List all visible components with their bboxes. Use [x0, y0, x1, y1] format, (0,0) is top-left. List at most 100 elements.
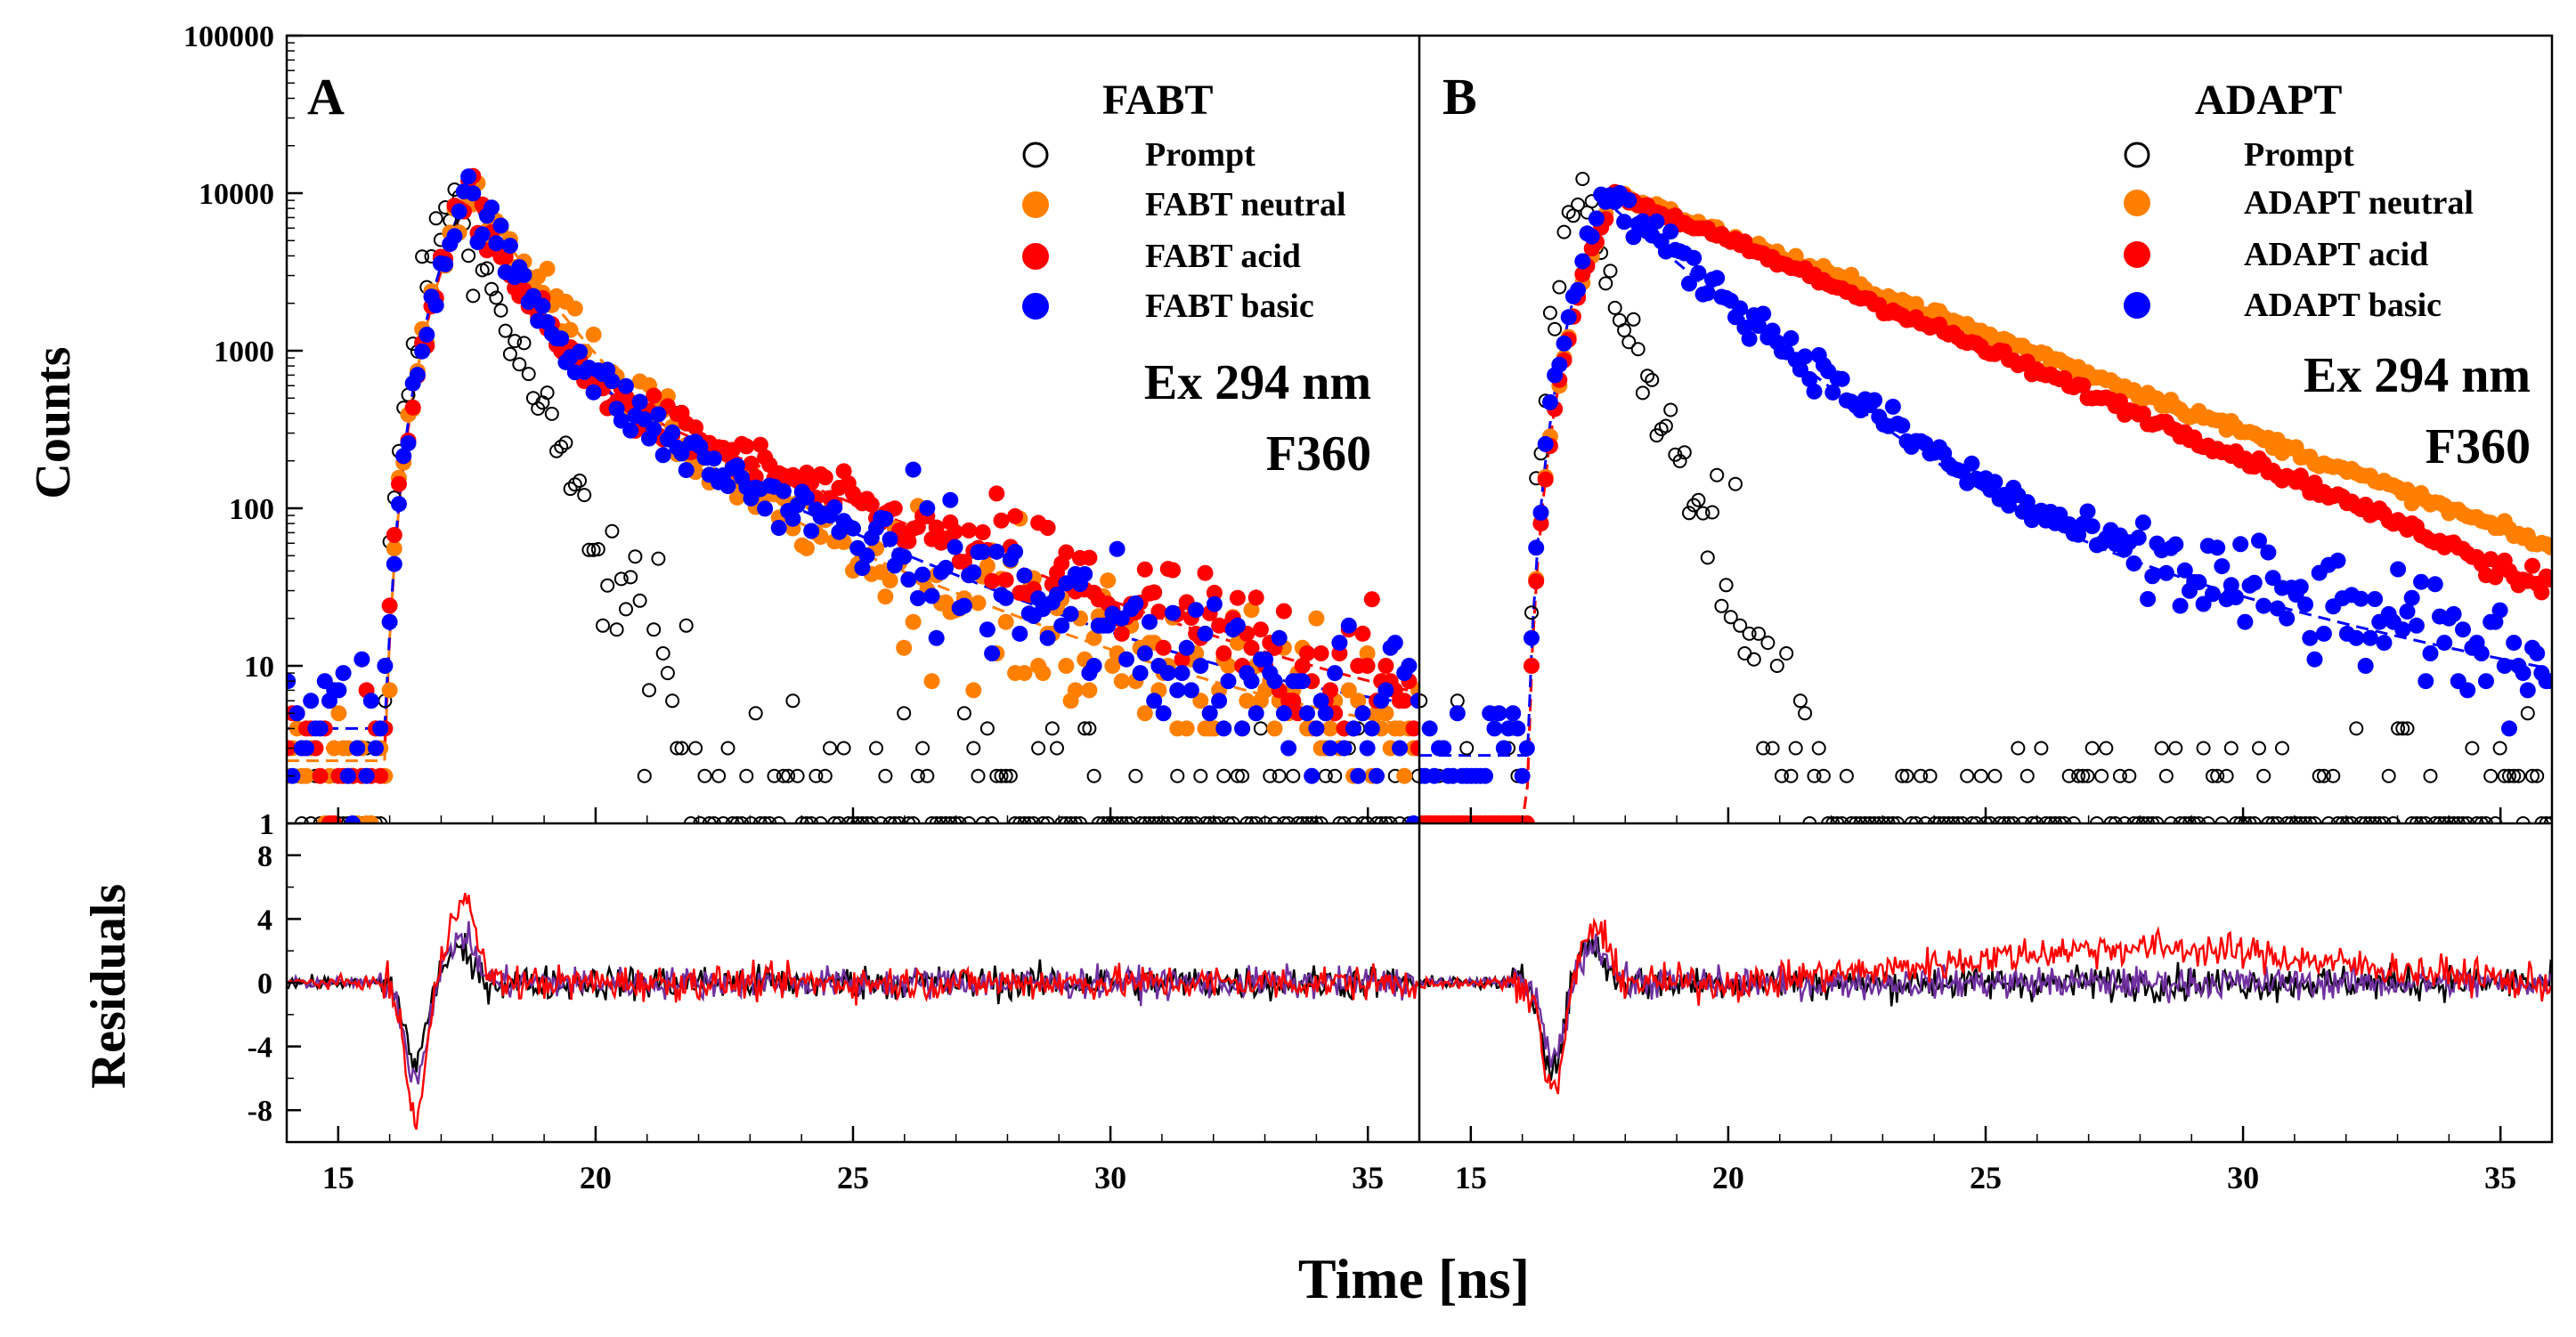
data-point: [970, 595, 987, 612]
decay-points: [287, 167, 1419, 823]
data-point: [1849, 816, 1864, 823]
data-point: [1621, 335, 1637, 350]
data-point: [2408, 617, 2425, 634]
data-point: [1834, 816, 1849, 823]
data-point: [2173, 816, 2188, 823]
data-point: [563, 482, 578, 497]
data-point: [1294, 658, 1311, 674]
data-point: [1272, 768, 1287, 783]
data-point: [544, 406, 559, 421]
data-point: [2043, 816, 2058, 823]
data-point: [312, 720, 329, 737]
data-point: [488, 235, 505, 252]
legend-label-prompt: Prompt: [1145, 136, 1255, 174]
data-point: [683, 816, 698, 823]
data-point: [1695, 506, 1711, 521]
data-point: [581, 542, 597, 557]
data-point: [2403, 589, 2420, 606]
data-point: [2413, 573, 2430, 590]
data-point: [1876, 816, 1891, 823]
data-point: [2418, 816, 2434, 823]
data-point: [1230, 768, 1245, 783]
data-point: [1229, 589, 1246, 606]
data-point: [1062, 605, 1079, 622]
data-point: [2414, 816, 2429, 823]
data-point: [437, 255, 454, 272]
data-point: [2330, 816, 2345, 823]
data-point: [1710, 467, 1725, 482]
data-point: [1677, 445, 1692, 460]
panel-a-excitation: Ex 294 nm: [1144, 355, 1371, 410]
data-point: [2251, 532, 2267, 549]
data-point: [1699, 285, 1716, 302]
data-point: [2377, 816, 2392, 823]
data-point: [349, 740, 366, 757]
data-point: [628, 549, 643, 564]
data-point: [605, 523, 620, 539]
data-point: [1211, 693, 1228, 709]
data-point: [489, 290, 504, 305]
data-point: [1109, 540, 1125, 557]
data-point: [1645, 372, 1660, 387]
data-point: [1340, 682, 1357, 699]
data-point: [651, 551, 666, 566]
data-point: [1068, 816, 1083, 823]
data-point: [596, 618, 610, 633]
x-tick-label: 35: [2484, 1160, 2516, 1195]
data-point: [654, 447, 671, 464]
data-point: [618, 377, 634, 394]
data-point: [1537, 471, 1554, 488]
data-point: [1751, 318, 1767, 334]
data-point: [979, 557, 995, 574]
data-point: [2279, 610, 2296, 627]
data-point: [1648, 213, 1665, 230]
data-point: [1244, 816, 1259, 823]
data-point: [2158, 564, 2174, 581]
data-point: [1146, 584, 1163, 601]
data-point: [2367, 591, 2384, 607]
data-point: [1299, 705, 1315, 722]
panel-b-filter: F360: [2426, 419, 2531, 474]
data-point: [2312, 768, 2327, 783]
data-point: [1253, 721, 1268, 736]
residual-line-resid_red: [1418, 917, 2552, 1095]
data-point: [466, 288, 481, 304]
data-point: [1630, 342, 1646, 357]
data-point: [863, 496, 880, 513]
data-point: [864, 816, 879, 823]
data-point: [1779, 646, 1794, 660]
data-point: [600, 578, 615, 593]
y-tick-label: 1: [259, 808, 274, 841]
data-point: [391, 475, 407, 492]
data-point: [928, 629, 945, 646]
data-point: [2469, 816, 2484, 823]
data-point: [767, 768, 782, 783]
data-point: [942, 491, 959, 508]
data-point: [1178, 720, 1195, 737]
data-point: [2145, 816, 2160, 823]
data-point: [586, 542, 601, 557]
data-point: [2071, 768, 2086, 783]
residual-line-resid_red: [286, 892, 1419, 1130]
data-point: [2534, 816, 2549, 823]
y-tick-label: 100000: [183, 20, 274, 53]
data-point: [1212, 816, 1227, 823]
data-point: [1505, 705, 1522, 722]
data-point: [2206, 768, 2220, 783]
data-point: [1537, 435, 1554, 452]
data-point: [2089, 816, 2104, 823]
data-point: [298, 740, 314, 757]
data-point: [705, 450, 722, 467]
data-point: [1359, 740, 1376, 757]
data-point: [2459, 682, 2476, 699]
data-point: [1862, 816, 1877, 823]
data-point: [1583, 228, 1600, 245]
data-point: [2117, 816, 2133, 823]
data-point: [1459, 741, 1475, 756]
data-point: [2491, 602, 2508, 619]
data-point: [498, 323, 513, 338]
legend-label-basic: FABT basic: [1145, 288, 1314, 325]
data-point: [1987, 474, 2003, 490]
data-point: [1257, 651, 1274, 668]
data-point: [330, 682, 347, 699]
